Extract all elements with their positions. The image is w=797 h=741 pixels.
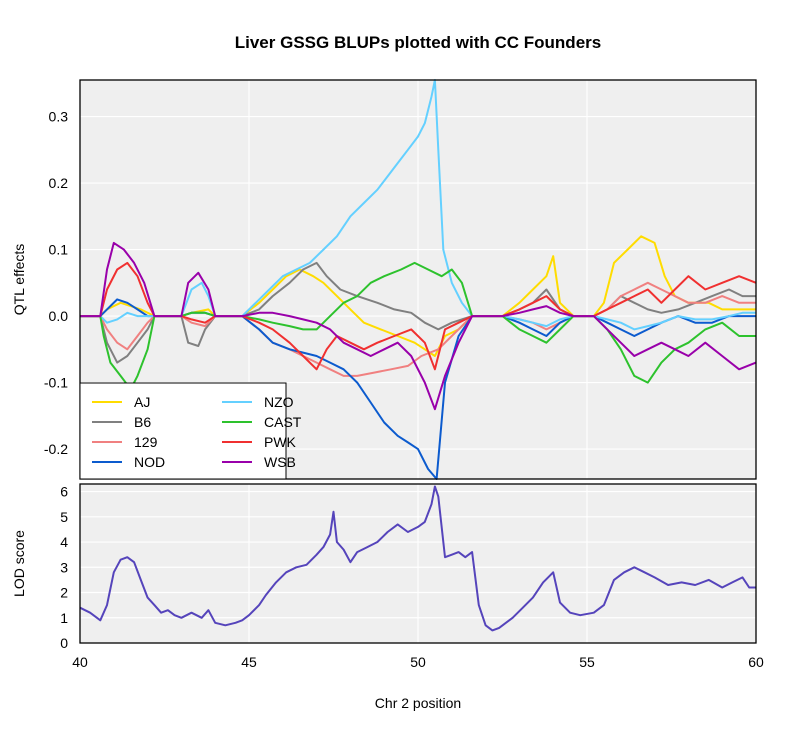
effects-panel: -0.2 -0.1 0.0 0.1 0.2 0.3 QTL effects AJ B6 129 NO… xyxy=(11,79,757,480)
chart-title: Liver GSSG BLUPs plotted with CC Founder… xyxy=(235,33,601,52)
legend-label-cast: CAST xyxy=(264,414,302,430)
lod-y-tick-label: 5 xyxy=(60,509,68,525)
lod-y-tick-label: 3 xyxy=(60,559,68,575)
x-tick-label: 55 xyxy=(579,654,595,670)
lod-y-tick-label: 1 xyxy=(60,610,68,626)
legend-label-nzo: NZO xyxy=(264,394,294,410)
x-tick-label: 45 xyxy=(241,654,257,670)
lod-series-lod xyxy=(79,485,756,632)
legend-label-nod: NOD xyxy=(134,454,165,470)
legend-label-b6: B6 xyxy=(134,414,151,430)
x-tick-label: 40 xyxy=(72,654,88,670)
effects-y-tick-label: 0.1 xyxy=(49,242,69,258)
legend: AJ B6 129 NOD NZO CAST PWK WSB xyxy=(79,382,302,480)
legend-label-pwk: PWK xyxy=(264,434,297,450)
lod-y-axis-label: LOD score xyxy=(11,530,27,597)
effects-y-tick-label: -0.1 xyxy=(44,375,68,391)
effects-y-tick-label: 0.3 xyxy=(49,109,69,125)
x-tick-label: 60 xyxy=(748,654,764,670)
legend-label-129: 129 xyxy=(134,434,158,450)
lod-plot-frame xyxy=(79,483,757,644)
legend-label-aj: AJ xyxy=(134,394,150,410)
legend-box xyxy=(79,382,287,480)
effects-y-tick-label: 0.0 xyxy=(49,308,69,324)
lod-y-tick-label: 2 xyxy=(60,585,68,601)
effects-y-tick-label: 0.2 xyxy=(49,175,69,191)
effects-series-wsb xyxy=(80,241,757,411)
lod-y-tick-label: 0 xyxy=(60,635,68,651)
lod-y-tick-label: 4 xyxy=(60,534,68,550)
lod-y-tick-label: 6 xyxy=(60,484,68,500)
effects-y-axis-label: QTL effects xyxy=(11,244,27,316)
effects-series-nzo xyxy=(80,79,756,331)
effects-plot-frame xyxy=(79,79,757,480)
effects-y-tick-label: -0.2 xyxy=(44,441,68,457)
legend-label-wsb: WSB xyxy=(264,454,296,470)
x-axis-label: Chr 2 position xyxy=(375,695,461,711)
x-tick-label: 50 xyxy=(410,654,426,670)
